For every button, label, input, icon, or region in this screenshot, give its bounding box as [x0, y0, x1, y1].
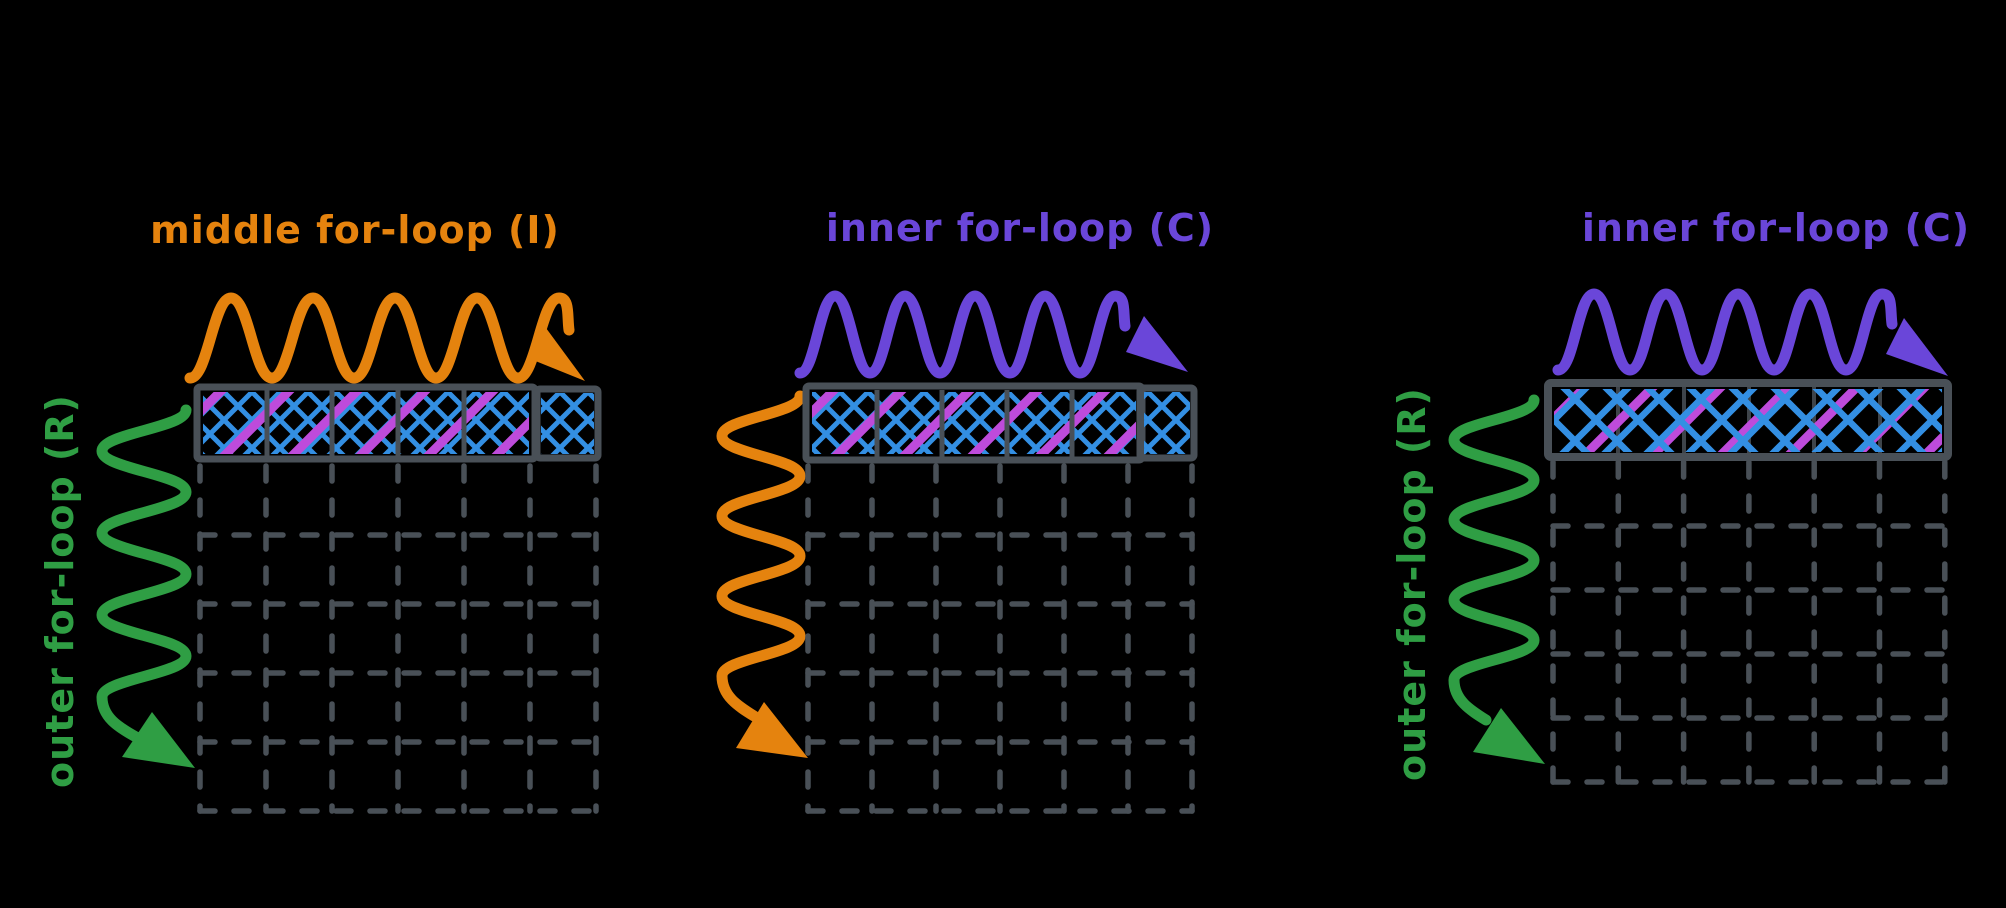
panel1-side-label: outer for-loop (R): [38, 394, 82, 788]
panel2-top-arrowhead: [1126, 316, 1188, 372]
panel3-side-label: outer for-loop (R): [1390, 387, 1434, 781]
panel1-last-cell-hatch: [541, 393, 594, 454]
panel1-side-arrow: [96, 404, 195, 768]
panel2-row-dividers: [874, 390, 1075, 458]
panel2-side-wave: [716, 390, 806, 722]
panel2-highlighted-row: [802, 382, 1198, 464]
panel1-title: middle for-loop (I): [150, 208, 560, 252]
panel2-matrix-grid: [805, 463, 1195, 814]
panel3-title: inner for-loop (C): [1581, 206, 1971, 250]
panel1-highlighted-row: [193, 383, 602, 463]
panel1-row-magenta-hatch: [203, 392, 529, 454]
panel3-side-arrowhead: [1473, 708, 1545, 764]
panel2-top-wave: [794, 290, 1131, 379]
panel3-row-blue-hatch: [1554, 389, 1942, 452]
panel3-side-arrow: [1448, 394, 1545, 764]
panel2-side-arrowhead: [736, 702, 808, 758]
panel3-highlighted-row: [1544, 379, 1952, 461]
panel1-top-wave: [184, 292, 575, 384]
panel3-top-arrow: [1552, 288, 1948, 376]
panel1-side-arrowhead: [122, 712, 195, 768]
panel2-row-magenta-hatch: [812, 392, 1136, 454]
panel3-matrix-grid: [1550, 459, 1948, 785]
panel1-row-dividers: [264, 390, 467, 458]
panel2-last-cell-outline: [1136, 384, 1198, 462]
panel2-side-arrow: [716, 390, 808, 758]
panel1-side-wave: [96, 404, 192, 743]
panel1-last-cell-outline: [533, 385, 602, 462]
panel1-top-arrow: [184, 292, 585, 384]
panel3-row-outline: [1544, 379, 1952, 461]
panel2-title: inner for-loop (C): [825, 206, 1215, 250]
panel2-top-arrow: [794, 290, 1188, 379]
panel1-top-arrowhead: [528, 328, 585, 381]
panel1-matrix-grid: [197, 463, 599, 814]
panel3-top-wave: [1552, 288, 1898, 376]
panel3-side-wave: [1448, 394, 1540, 726]
panel3-top-arrowhead: [1886, 318, 1948, 376]
panel2-last-cell-hatch: [1144, 392, 1190, 454]
